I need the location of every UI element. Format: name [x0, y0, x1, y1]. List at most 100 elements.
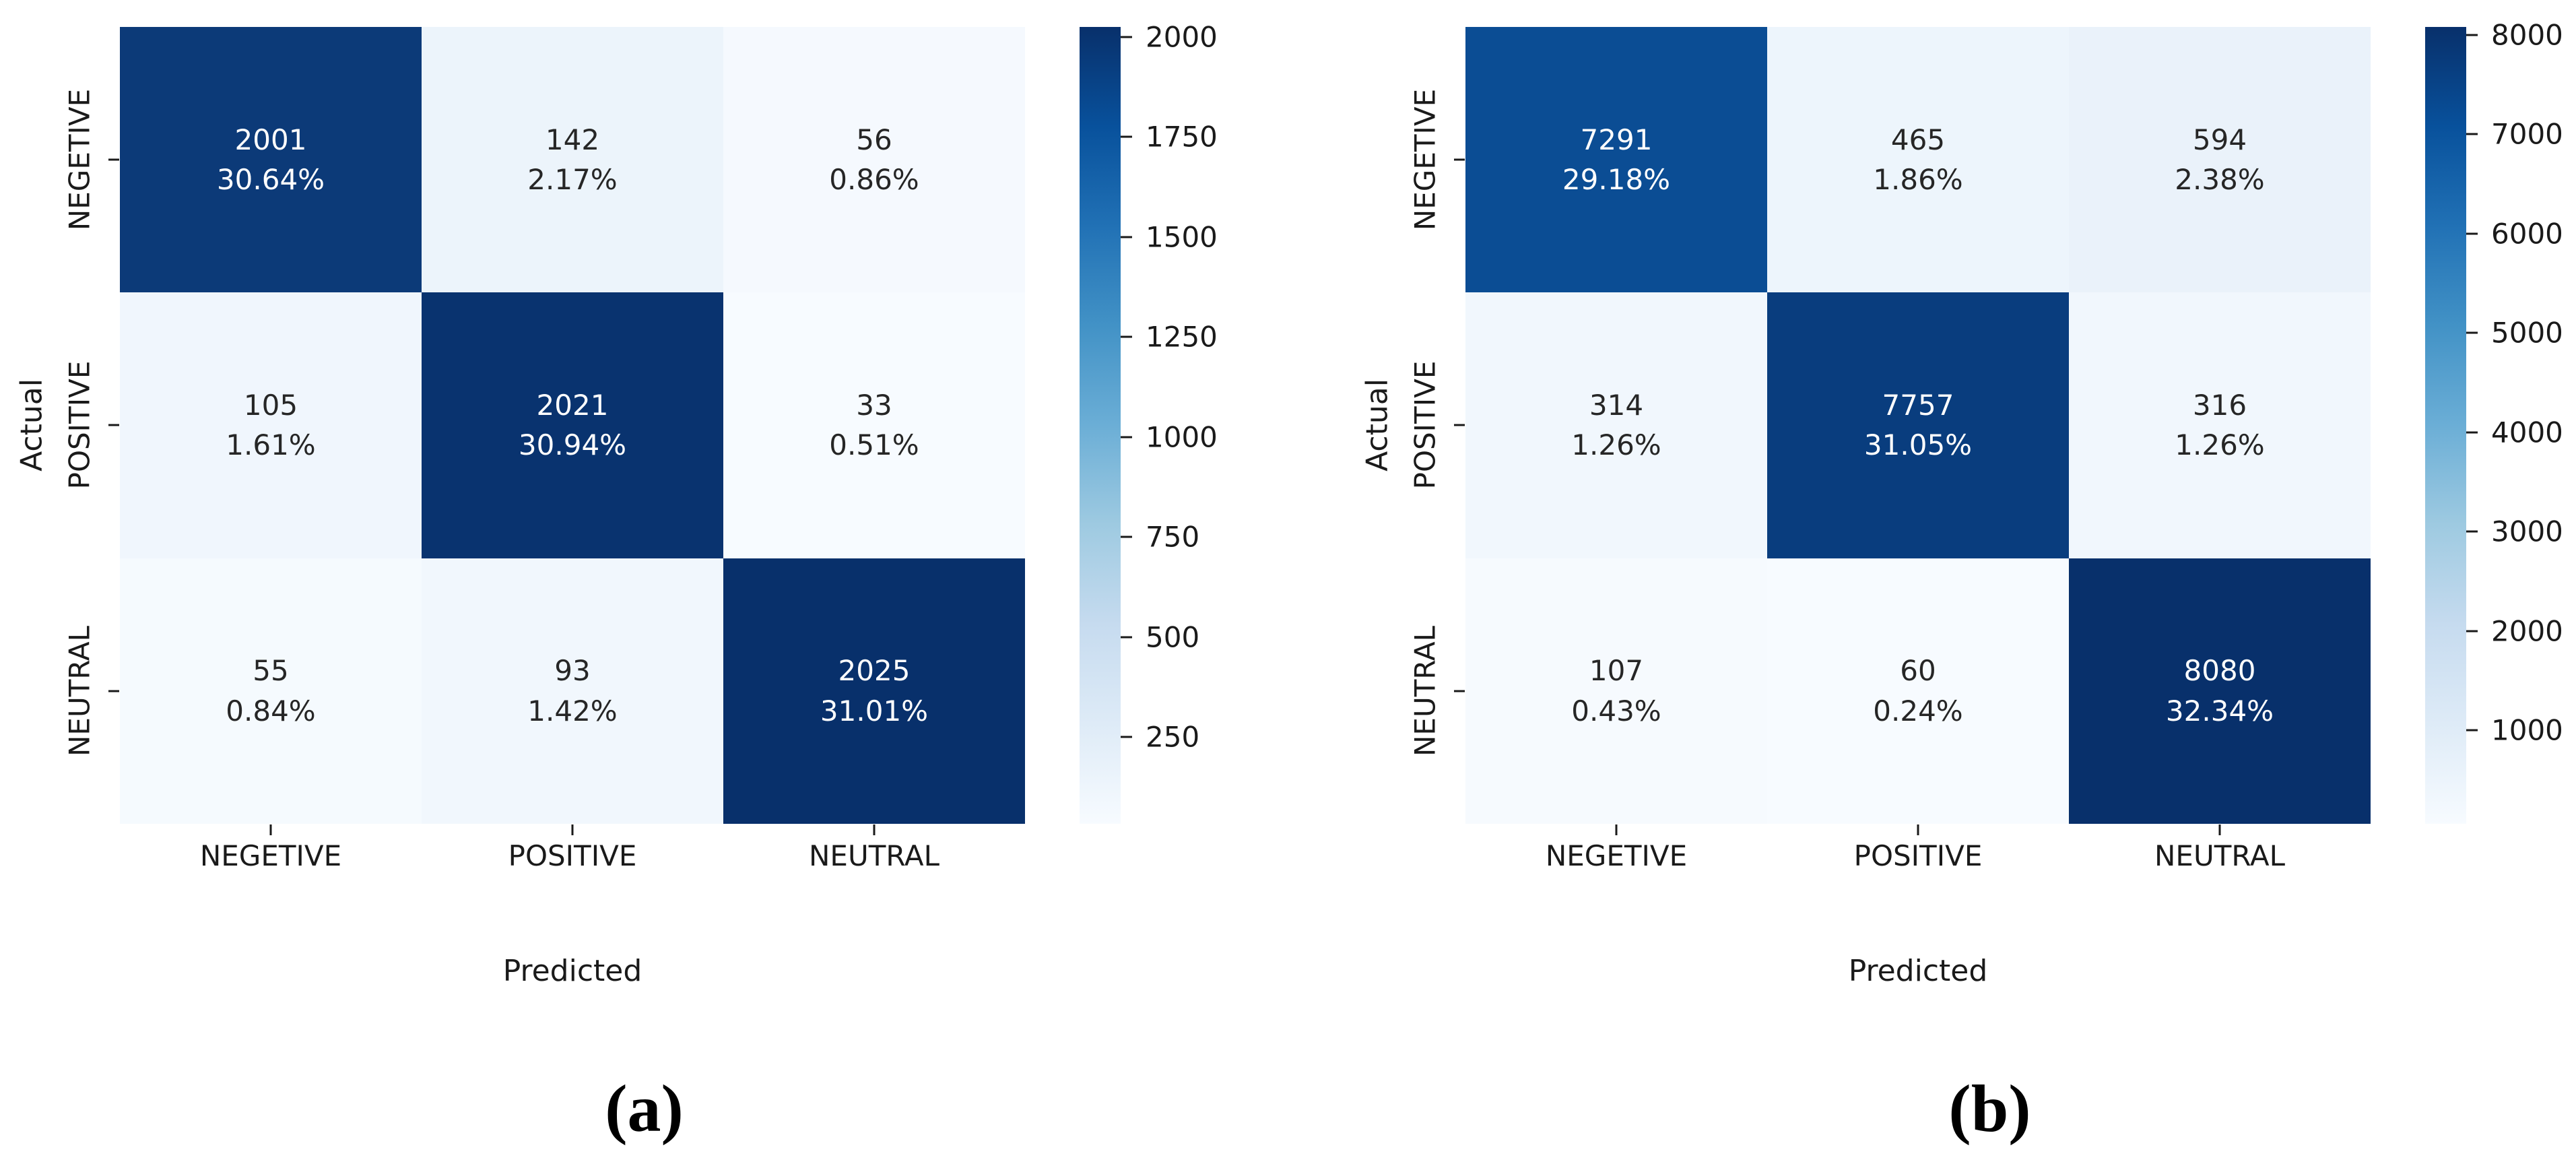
x-tick-label: POSITIVE [1853, 839, 1983, 872]
matrix-cell: 93 1.42% [422, 558, 723, 824]
cell-percent: 1.42% [527, 694, 618, 727]
matrix-cell: 2021 30.94% [422, 292, 723, 558]
colorbar-tick-mark [1121, 36, 1132, 38]
colorbar-gradient [1080, 27, 1121, 824]
colorbar-tick-mark [1121, 335, 1132, 338]
cell-count: 142 [545, 123, 600, 156]
matrix-cell: 7757 31.05% [1767, 292, 2069, 558]
colorbar-tick-mark [2466, 232, 2478, 235]
cell-percent: 2.38% [2175, 163, 2265, 197]
y-tick-label: NEGETIVE [63, 88, 96, 231]
colorbar-tick-label: 750 [1146, 520, 1200, 554]
cell-percent: 1.86% [1873, 163, 1963, 197]
x-tick-mark [571, 824, 574, 835]
colorbar-tick-mark [1121, 636, 1132, 639]
y-tick-label: POSITIVE [63, 360, 96, 490]
colorbar-tick-mark [2466, 630, 2478, 633]
colorbar-tick-label: 1500 [1146, 220, 1218, 254]
y-tick-mark [108, 158, 119, 161]
x-tick-label: NEGETIVE [1545, 839, 1688, 872]
subfigure-caption-a: (a) [605, 1071, 684, 1146]
x-axis-title: Predicted [502, 954, 642, 988]
colorbar-tick-label: 6000 [2491, 217, 2563, 251]
colorbar-tick-mark [1121, 135, 1132, 138]
y-tick-mark [108, 424, 119, 426]
cell-percent: 31.01% [820, 694, 929, 727]
x-tick-label: NEUTRAL [2154, 839, 2285, 872]
cell-percent: 0.84% [226, 694, 316, 727]
y-tick-mark [1454, 158, 1465, 161]
subfigure-caption-b: (b) [1948, 1071, 2031, 1146]
cell-count: 2021 [536, 388, 609, 422]
colorbar-tick-mark [2466, 530, 2478, 533]
colorbar-tick-label: 1250 [1146, 320, 1218, 354]
colorbar-tick-mark [1121, 536, 1132, 538]
matrix-cell: 2025 31.01% [723, 558, 1025, 824]
cell-count: 7291 [1580, 123, 1653, 156]
heatmap-grid-a: 2001 30.64% 142 2.17% 56 0.86% 105 1.61% 202… [120, 27, 1025, 824]
y-axis-title: Actual [1360, 379, 1395, 472]
cell-percent: 0.51% [829, 428, 919, 462]
colorbar-tick-mark [2466, 431, 2478, 434]
colorbar-tick-label: 500 [1146, 620, 1200, 654]
y-tick-label: NEUTRAL [63, 626, 96, 756]
cell-percent: 1.26% [2175, 428, 2265, 462]
cell-count: 93 [554, 654, 591, 688]
cell-count: 105 [243, 388, 298, 422]
x-tick-label: NEUTRAL [809, 839, 939, 872]
cell-percent: 2.17% [527, 163, 618, 197]
cell-count: 314 [1589, 388, 1644, 422]
y-tick-label: NEUTRAL [1408, 626, 1442, 756]
cell-count: 55 [253, 654, 289, 688]
matrix-cell: 107 0.43% [1465, 558, 1767, 824]
colorbar-tick-mark [1121, 736, 1132, 738]
matrix-cell: 55 0.84% [120, 558, 422, 824]
cell-count: 8080 [2183, 654, 2256, 688]
y-tick-mark [108, 690, 119, 692]
colorbar-tick-label: 4000 [2491, 416, 2563, 449]
x-tick-label: POSITIVE [508, 839, 637, 872]
y-tick-mark [1454, 690, 1465, 692]
colorbar-tick-label: 3000 [2491, 515, 2563, 548]
cell-percent: 0.86% [829, 163, 919, 197]
cell-count: 60 [1900, 654, 1936, 688]
matrix-cell: 142 2.17% [422, 27, 723, 293]
colorbar-tick-label: 2000 [1146, 20, 1218, 54]
cell-percent: 1.26% [1571, 428, 1661, 462]
y-axis-title: Actual [14, 379, 49, 472]
y-tick-label: NEGETIVE [1408, 88, 1442, 231]
colorbar-tick-mark [1121, 436, 1132, 439]
y-tick-label: POSITIVE [1408, 360, 1442, 490]
cell-count: 465 [1890, 123, 1946, 156]
cell-count: 107 [1589, 654, 1644, 688]
confusion-matrix-figure-a: 2001 30.64% 142 2.17% 56 0.86% 105 1.61% 202… [14, 20, 1218, 1146]
colorbar-tick-label: 7000 [2491, 117, 2563, 151]
cell-count: 7757 [1882, 388, 1954, 422]
cell-count: 33 [856, 388, 892, 422]
matrix-cell: 105 1.61% [120, 292, 422, 558]
x-tick-mark [1615, 824, 1618, 835]
colorbar-tick-mark [1121, 236, 1132, 238]
matrix-cell: 7291 29.18% [1465, 27, 1767, 293]
x-axis-title: Predicted [1848, 954, 1988, 988]
cell-count: 2001 [234, 123, 307, 156]
cell-count: 316 [2192, 388, 2247, 422]
x-tick-mark [2218, 824, 2221, 835]
y-tick-mark [1454, 424, 1465, 426]
colorbar-tick-label: 8000 [2491, 18, 2563, 52]
cell-percent: 0.43% [1571, 694, 1661, 727]
cell-percent: 1.61% [226, 428, 316, 462]
colorbar-tick-label: 5000 [2491, 316, 2563, 350]
colorbar-tick-mark [2466, 729, 2478, 732]
confusion-matrix-figure-b: 7291 29.18% 465 1.86% 594 2.38% 314 1.26% 77… [1288, 0, 2576, 1166]
matrix-cell: 314 1.26% [1465, 292, 1767, 558]
matrix-cell: 465 1.86% [1767, 27, 2069, 293]
colorbar-tick-label: 1000 [2491, 713, 2563, 747]
matrix-cell: 316 1.26% [2069, 292, 2371, 558]
cell-percent: 30.94% [518, 428, 627, 462]
colorbar-tick-mark [2466, 34, 2478, 36]
cell-count: 56 [856, 123, 892, 156]
cell-percent: 0.24% [1873, 694, 1963, 727]
cell-count: 594 [2192, 123, 2247, 156]
heatmap-grid-b: 7291 29.18% 465 1.86% 594 2.38% 314 1.26% 77… [1465, 27, 2371, 824]
